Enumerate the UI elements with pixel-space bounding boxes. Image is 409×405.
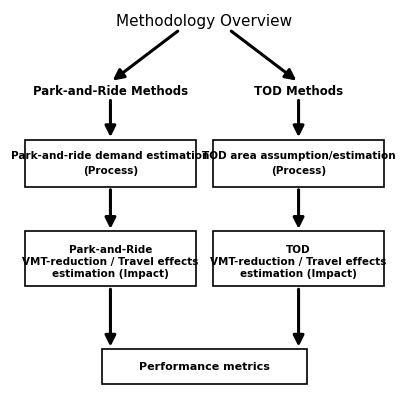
- Text: (Process): (Process): [83, 166, 138, 176]
- Text: Performance metrics: Performance metrics: [139, 362, 270, 371]
- Text: Park-and-ride demand estimation: Park-and-ride demand estimation: [11, 151, 210, 161]
- Bar: [213, 232, 384, 287]
- Text: Methodology Overview: Methodology Overview: [117, 14, 292, 29]
- Bar: [102, 349, 307, 384]
- Bar: [213, 141, 384, 187]
- Text: Park-and-Ride: Park-and-Ride: [69, 244, 152, 254]
- Text: VMT-reduction / Travel effects
estimation (Impact): VMT-reduction / Travel effects estimatio…: [22, 257, 199, 278]
- Text: TOD: TOD: [286, 244, 311, 254]
- Text: VMT-reduction / Travel effects
estimation (Impact): VMT-reduction / Travel effects estimatio…: [210, 257, 387, 278]
- Text: TOD area assumption/estimation: TOD area assumption/estimation: [202, 151, 396, 161]
- Text: Park-and-Ride Methods: Park-and-Ride Methods: [33, 85, 188, 98]
- Bar: [25, 141, 196, 187]
- Text: (Process): (Process): [271, 166, 326, 176]
- Text: TOD Methods: TOD Methods: [254, 85, 343, 98]
- Bar: [25, 232, 196, 287]
